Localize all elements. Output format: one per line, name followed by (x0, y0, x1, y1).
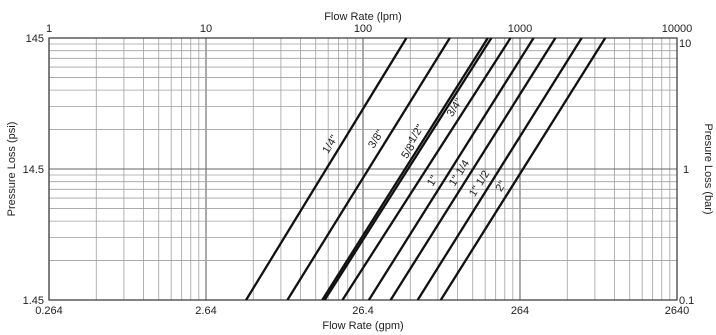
series-line (323, 37, 493, 301)
bottom-tick-label: 2.64 (195, 305, 216, 317)
series-line (286, 37, 451, 301)
bottom-tick-label: 2640 (665, 305, 689, 317)
bottom-tick-label: 264 (511, 305, 529, 317)
series-line (439, 37, 607, 301)
plot-frame (48, 37, 678, 301)
top-tick-label: 10000 (662, 23, 693, 35)
series-label: 1" 1/4 (447, 158, 472, 188)
bottom-tick-labels: 0.264 2.64 26.4 264 2640 (35, 305, 689, 317)
top-tick-label: 100 (354, 23, 372, 35)
bottom-tick-label: 0.264 (35, 305, 63, 317)
right-tick-label: 10 (679, 38, 691, 50)
top-axis-title: Flow Rate (lpm) (324, 11, 402, 23)
top-tick-label: 1 (46, 23, 52, 35)
top-tick-label: 1000 (508, 23, 532, 35)
grid (48, 38, 677, 301)
right-tick-labels: 0.1 1 10 (679, 38, 694, 307)
left-axis-title: Pressure Loss (psi) (6, 122, 18, 217)
right-tick-label: 1 (683, 164, 689, 176)
series-line (389, 37, 557, 301)
left-tick-label: 1.45 (23, 295, 44, 307)
top-tick-labels: 1 10 100 1000 10000 (46, 23, 692, 35)
left-tick-labels: 1.45 14.5 145 (23, 33, 44, 307)
left-tick-label: 14.5 (23, 164, 44, 176)
right-tick-label: 0.1 (679, 295, 694, 307)
series-line (245, 37, 408, 301)
series-line (416, 37, 583, 301)
series-line (321, 37, 489, 301)
top-tick-label: 10 (200, 23, 212, 35)
left-tick-label: 145 (26, 33, 44, 45)
bottom-axis-title: Flow Rate (gpm) (322, 320, 403, 332)
series-line (367, 37, 535, 301)
series-lines (245, 37, 607, 301)
right-axis-title: Presure Loss (bar) (702, 123, 714, 214)
series-line (341, 37, 512, 301)
bottom-tick-label: 26.4 (352, 305, 373, 317)
series-labels: 1/4" 3/8" 1/2"5/8"3/4"1" 1" 1/41" 1/2 2" (320, 96, 509, 199)
